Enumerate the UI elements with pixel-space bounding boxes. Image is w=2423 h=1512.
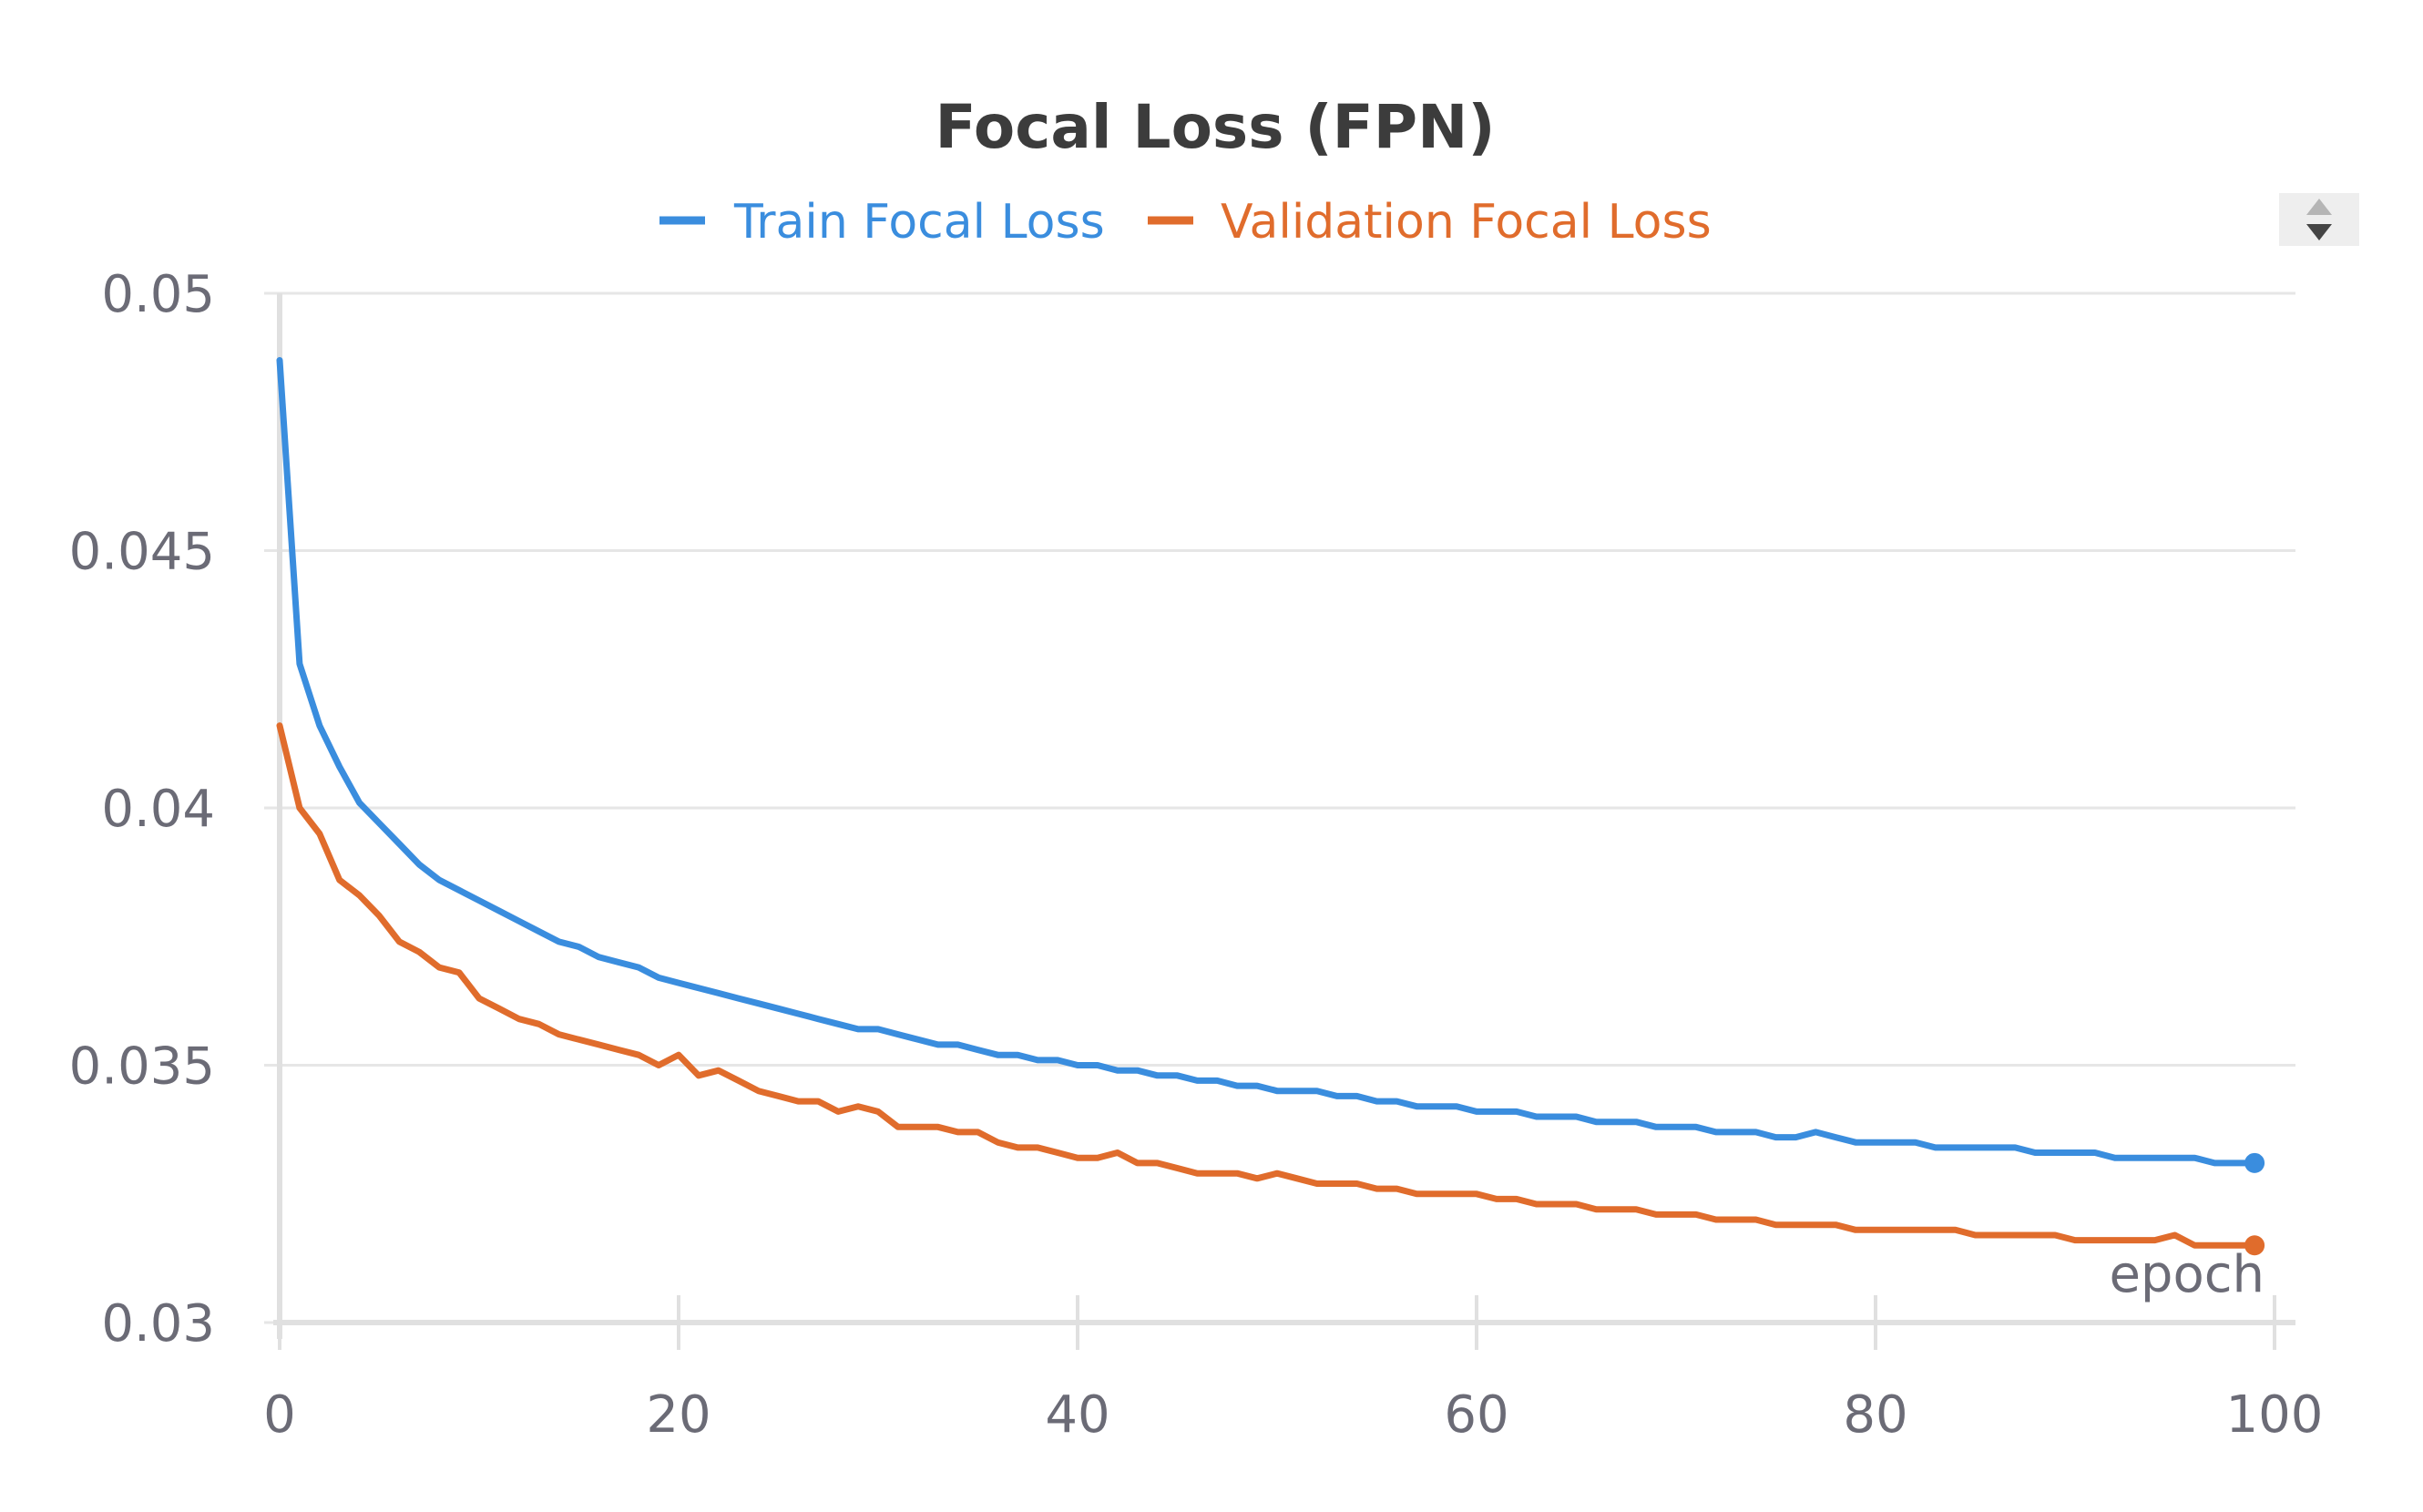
legend-label-validation-focal-loss: Validation Focal Loss <box>1221 195 1712 250</box>
y-tick-label: 0.03 <box>101 1294 215 1354</box>
up-arrow-icon <box>2306 199 2332 215</box>
validation-focal-loss-end-point <box>2244 1235 2265 1256</box>
x-axis-ticks: 0 20 40 60 80 100 <box>263 1295 2323 1445</box>
x-tick-label: 100 <box>2226 1385 2324 1445</box>
x-tick-label: 40 <box>1045 1385 1109 1445</box>
y-tick-label: 0.05 <box>101 265 215 324</box>
y-tick-label: 0.04 <box>101 780 215 839</box>
x-tick-label: 0 <box>263 1385 296 1445</box>
y-axis-ticks: 0.03 0.035 0.04 0.045 0.05 <box>69 265 215 1354</box>
down-arrow-icon <box>2306 224 2332 240</box>
legend-label-train-focal-loss: Train Focal Loss <box>733 195 1105 250</box>
train-focal-loss-line <box>276 357 2258 1167</box>
y-tick-label: 0.035 <box>69 1037 215 1097</box>
grid <box>264 291 2295 1324</box>
axes <box>273 293 2295 1339</box>
legend-scroll-button[interactable] <box>2279 193 2359 246</box>
train-focal-loss-end-point <box>2244 1152 2265 1173</box>
series-lines <box>276 357 2265 1256</box>
validation-focal-loss-line <box>276 722 2258 1249</box>
x-axis-title: epoch <box>2109 1245 2265 1304</box>
chart-title: Focal Loss (FPN) <box>935 92 1496 162</box>
x-tick-label: 60 <box>1444 1385 1508 1445</box>
x-tick-label: 80 <box>1843 1385 1907 1445</box>
y-tick-label: 0.045 <box>69 523 215 582</box>
legend: Train Focal Loss Validation Focal Loss <box>659 195 1712 250</box>
x-tick-label: 20 <box>646 1385 711 1445</box>
